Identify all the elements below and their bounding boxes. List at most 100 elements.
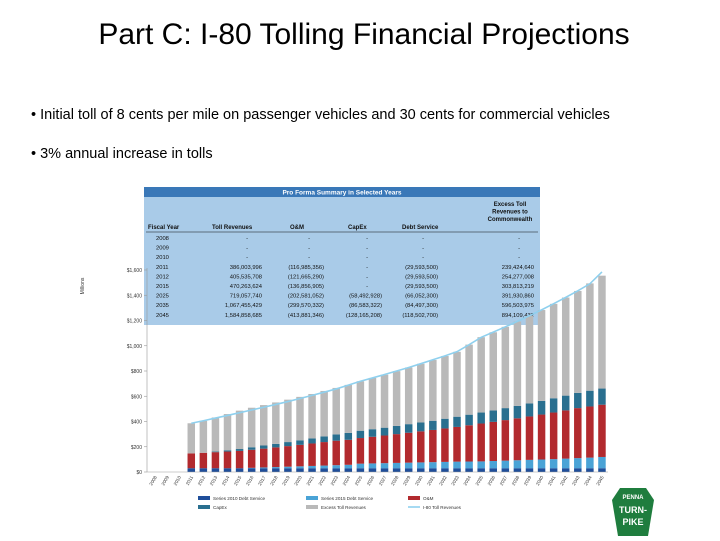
table-cell: (84,497,300)	[405, 303, 438, 309]
table-cell: 1,584,858,685	[225, 313, 262, 319]
x-tick-label: 2016	[245, 475, 255, 487]
bar-segment	[501, 468, 510, 472]
bar-segment	[489, 468, 497, 472]
table-cell: (202,581,052)	[288, 294, 324, 300]
bar-segment	[501, 420, 510, 461]
x-tick-label: 2025	[354, 475, 364, 487]
bar-segment	[296, 440, 304, 445]
bar-segment	[429, 462, 437, 469]
x-tick-label: 2009	[161, 475, 171, 487]
bar-segment	[235, 449, 244, 451]
bar-segment	[513, 405, 522, 419]
bar-segment	[344, 468, 353, 472]
table-cell: (121,665,290)	[288, 274, 324, 280]
x-tick-label: 2019	[281, 475, 291, 487]
bar-segment	[308, 443, 316, 466]
bar-segment	[477, 423, 485, 462]
bar-segment	[489, 410, 497, 422]
bar-segment	[429, 420, 437, 430]
legend-label: O&M	[423, 496, 434, 501]
bar-segment	[272, 467, 280, 469]
table-cell: 2011	[156, 265, 168, 271]
table-cell: -	[422, 246, 424, 252]
bar-segment	[223, 468, 232, 472]
bar-segment	[598, 404, 606, 457]
table-cell: -	[518, 255, 520, 261]
bar-segment	[356, 438, 365, 464]
x-tick-label: 2037	[499, 475, 509, 487]
bar-segment	[477, 337, 485, 413]
legend-swatch	[408, 496, 420, 500]
bar-segment	[453, 461, 461, 469]
table-cell: -	[308, 236, 310, 242]
bar-segment	[235, 450, 244, 469]
table-cell: (118,502,700)	[402, 313, 438, 319]
y-tick-label: $400	[131, 420, 142, 426]
bar-segment	[332, 440, 340, 466]
table-cell: 391,930,860	[502, 294, 534, 300]
x-tick-label: 2023	[330, 475, 340, 487]
table-cell: 405,535,708	[230, 274, 262, 280]
bar-segment	[561, 297, 570, 396]
bar-segment	[223, 450, 232, 452]
bar-segment	[187, 423, 196, 454]
bar-segment	[441, 461, 449, 469]
bar-segment	[537, 400, 546, 415]
x-tick-label: 2035	[475, 475, 485, 487]
x-axis-labels: 2008 2009 2010 2011 2012 2013 2014 2015 2016 2017…	[147, 471, 608, 487]
bar-segment	[453, 351, 461, 417]
bar-segment	[368, 463, 377, 469]
bar-segment	[549, 303, 558, 399]
bar-segment	[513, 460, 522, 469]
table-cell: 303,813,219	[502, 284, 534, 290]
bar-segment	[211, 451, 220, 453]
legend-label: Excess Toll Revenues	[321, 505, 367, 510]
table-header-cell: CapEx	[348, 225, 367, 231]
x-tick-label: 2032	[438, 475, 448, 487]
table-cell: 1,067,455,429	[225, 303, 262, 309]
bar-segment	[574, 290, 582, 393]
bar-segment	[513, 468, 522, 472]
bar-segment	[356, 468, 365, 472]
table-cell: -	[518, 246, 520, 252]
table-cell: 470,263,624	[230, 284, 263, 290]
bar-segment	[404, 432, 413, 463]
x-tick-label: 2028	[390, 475, 400, 487]
table-cell: -	[366, 255, 368, 261]
bar-segment	[368, 429, 377, 437]
bar-segment	[187, 468, 196, 472]
table-cell: (116,985,356)	[288, 265, 324, 271]
toll-revenue-line	[191, 271, 603, 425]
bar-segment	[586, 457, 594, 469]
bar-segment	[260, 448, 268, 468]
bar-segment	[272, 447, 280, 468]
x-tick-label: 2038	[511, 475, 521, 487]
table-cell: -	[422, 236, 424, 242]
bar-segment	[549, 459, 558, 469]
bar-segment	[417, 431, 425, 463]
bar-segment	[404, 462, 413, 469]
bar-segment	[344, 439, 353, 465]
logo-line-3: PIKE	[622, 517, 644, 527]
legend-label: CapEx	[213, 505, 227, 510]
x-tick-label: 2040	[535, 475, 545, 487]
bar-segment	[380, 463, 389, 469]
x-tick-label: 2027	[378, 475, 388, 487]
x-tick-label: 2044	[583, 475, 593, 487]
y-tick-label: $1,000	[127, 344, 143, 350]
bar-segment	[235, 468, 244, 472]
legend-swatch	[306, 505, 318, 509]
x-tick-label: 2030	[414, 475, 424, 487]
bar-segment	[417, 363, 425, 423]
bar-segment	[380, 468, 389, 472]
bar-segment	[284, 446, 292, 467]
x-tick-label: 2045	[595, 475, 605, 487]
bar-segment	[537, 459, 546, 469]
bar-segment	[441, 428, 449, 462]
x-tick-label: 2012	[197, 475, 207, 487]
table-cell: -	[366, 274, 368, 280]
bar-segment	[598, 468, 606, 472]
bar-segment	[561, 395, 570, 411]
bar-segment	[296, 396, 304, 441]
bar-segment	[453, 416, 461, 427]
